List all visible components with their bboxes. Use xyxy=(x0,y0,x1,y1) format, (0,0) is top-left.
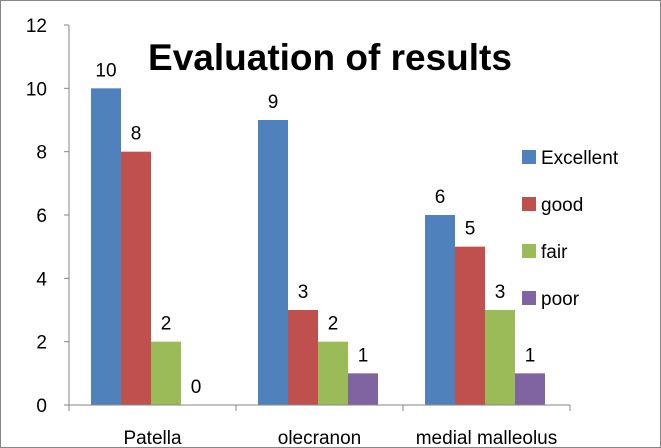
y-tick-label: 10 xyxy=(26,79,47,100)
bar-fair xyxy=(151,341,181,405)
bar-fair xyxy=(485,310,515,405)
data-label: 2 xyxy=(328,314,339,335)
bar-poor xyxy=(348,373,378,405)
data-label: 5 xyxy=(465,219,476,240)
bar-good xyxy=(455,246,485,405)
x-ticks: Patella olecranon medial malleolus xyxy=(68,405,571,448)
legend-swatch-good xyxy=(522,197,536,211)
data-label: 0 xyxy=(191,377,202,398)
legend-swatch-poor xyxy=(522,291,536,305)
data-label: 10 xyxy=(95,60,116,81)
y-tick-label: 2 xyxy=(36,333,47,354)
bar-excellent xyxy=(91,88,121,405)
data-label: 2 xyxy=(161,314,172,335)
legend-label: poor xyxy=(541,289,580,310)
data-label: 1 xyxy=(525,345,536,366)
legend-label: good xyxy=(541,195,583,216)
legend-swatch-excellent xyxy=(522,150,536,164)
bar-good xyxy=(288,310,318,405)
y-tick-label: 8 xyxy=(36,143,47,164)
x-category-label: Patella xyxy=(123,428,182,448)
bar-excellent xyxy=(258,120,288,405)
y-tick-label: 0 xyxy=(36,396,47,417)
data-label: 9 xyxy=(268,92,279,113)
legend-label: fair xyxy=(541,242,568,263)
bar-poor xyxy=(515,373,545,405)
legend-label: Excellent xyxy=(541,148,619,169)
y-tick-label: 6 xyxy=(36,206,47,227)
y-tick-label: 12 xyxy=(26,16,47,37)
data-label: 6 xyxy=(435,187,446,208)
data-label: 8 xyxy=(131,124,142,145)
bar-excellent xyxy=(425,215,455,405)
legend-swatch-fair xyxy=(522,244,536,258)
y-ticks: 0 2 4 6 8 10 12 xyxy=(26,16,69,417)
data-label: 1 xyxy=(358,345,369,366)
legend: Excellent good fair poor xyxy=(522,148,619,310)
data-label: 3 xyxy=(298,282,309,303)
data-label: 3 xyxy=(495,282,506,303)
y-tick-label: 4 xyxy=(36,269,47,290)
bar-good xyxy=(121,151,151,405)
bar-fair xyxy=(318,341,348,405)
bars xyxy=(91,88,545,405)
x-category-label: olecranon xyxy=(278,428,361,448)
chart-title: Evaluation of results xyxy=(148,37,512,78)
x-category-label: medial malleolus xyxy=(416,428,558,448)
